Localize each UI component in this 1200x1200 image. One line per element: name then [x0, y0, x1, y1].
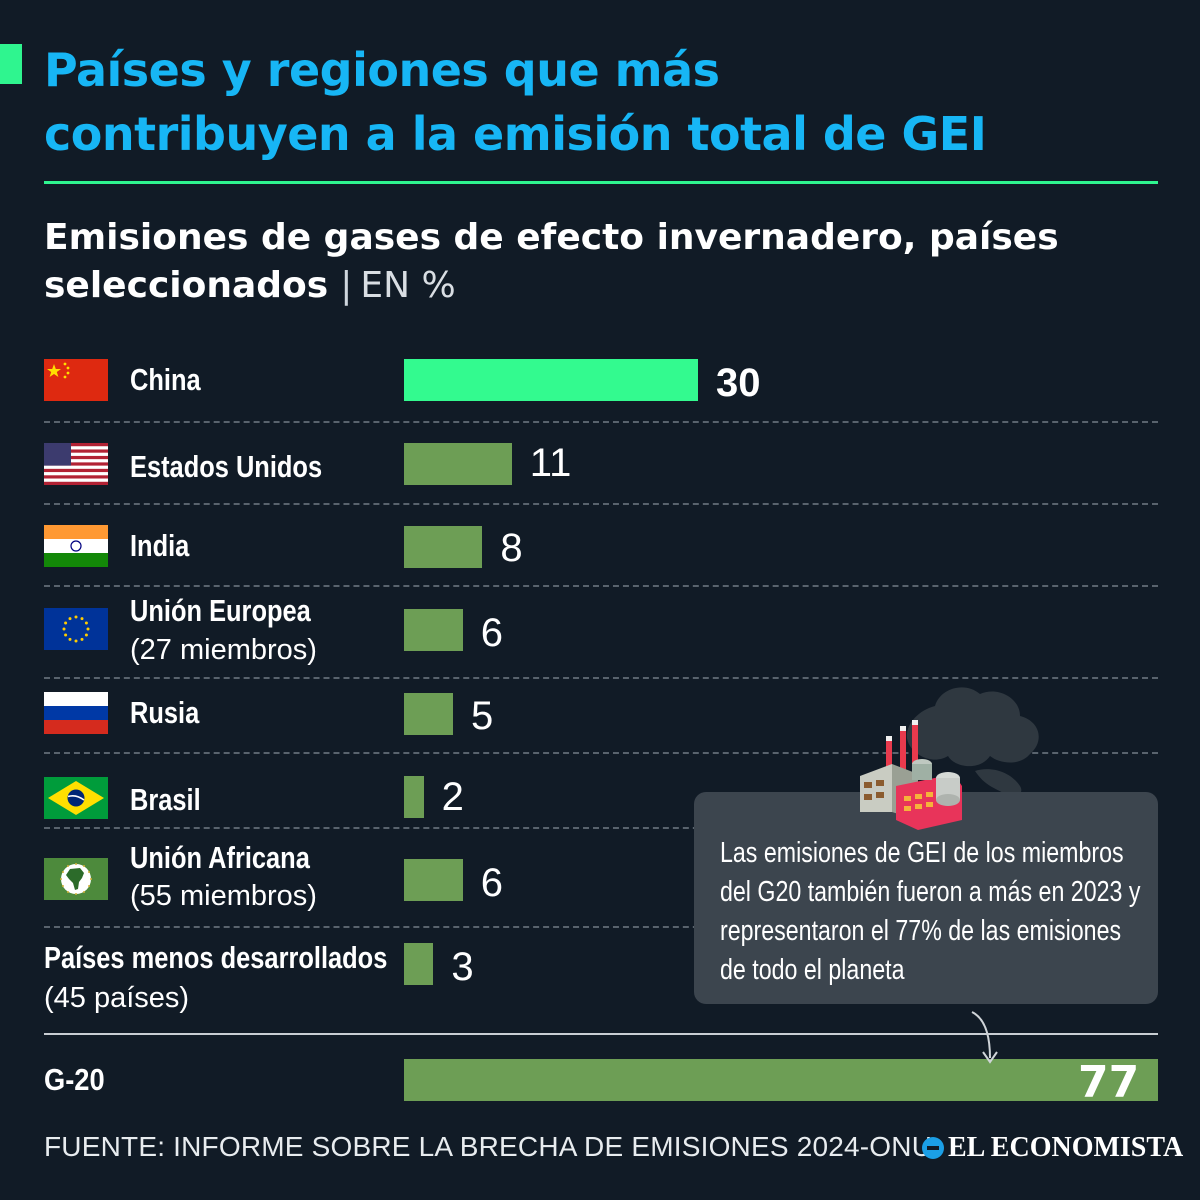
value-brasil: 2: [441, 775, 464, 819]
label-india: India: [130, 528, 190, 563]
smoke-illustration-icon: [906, 687, 1039, 797]
value-rusia: 5: [471, 694, 494, 738]
china-flag-icon: [44, 359, 108, 401]
source-note: FUENTE: INFORME SOBRE LA BRECHA DE EMISI…: [44, 1131, 933, 1162]
callout-text: Las emisiones de GEI de los miembros del…: [720, 837, 1141, 986]
label-union-europea-sub: (27 miembros): [130, 634, 317, 666]
value-paises-menos-desarrollados: 3: [451, 945, 474, 989]
label-union-africana-sub: (55 miembros): [130, 880, 317, 912]
brand-logo-icon: [922, 1137, 944, 1159]
row-divider: [44, 585, 1158, 587]
factory-icon: [860, 720, 962, 830]
bar-india: [404, 526, 483, 568]
value-estados-unidos: 11: [529, 441, 572, 485]
row-divider: [44, 752, 1158, 754]
russia-flag-icon: [44, 692, 108, 734]
bar-union-africana: [404, 859, 463, 901]
brand-logo: EL ECONOMISTA: [922, 1130, 1183, 1166]
arrow-down-icon: [971, 1011, 998, 1064]
bar-estados-unidos: [404, 443, 512, 485]
bar-g20: [404, 1059, 1158, 1101]
value-india: 8: [500, 526, 523, 570]
label-union-europea: Unión Europea: [130, 593, 311, 628]
row-divider: [44, 421, 1158, 423]
value-g20: 77: [1078, 1057, 1140, 1108]
label-paises-menos-desarrollados-sub: (45 países): [44, 982, 190, 1014]
bar-china: [404, 359, 698, 401]
bar-brasil: [404, 776, 424, 818]
row-divider: [44, 503, 1158, 505]
chart-subtitle: Emisiones de gases de efecto invernadero…: [44, 217, 1059, 306]
label-union-africana: Unión Africana: [130, 840, 310, 875]
india-flag-icon: [44, 525, 108, 567]
bar-paises-menos-desarrollados: [404, 943, 434, 985]
unit-label: EN %: [360, 265, 456, 306]
bar-union-europea: [404, 609, 463, 651]
label-brasil: Brasil: [130, 782, 201, 817]
title-divider: [44, 181, 1158, 184]
g20-divider: [44, 1033, 1158, 1035]
row-divider: [44, 677, 1158, 679]
row-divider: [44, 926, 1158, 928]
page-title: Países y regiones que más contribuyen a …: [44, 43, 987, 161]
title-accent-block: [0, 44, 22, 84]
subtitle-separator: |: [340, 265, 353, 306]
usa-flag-icon: [44, 443, 108, 485]
label-estados-unidos: Estados Unidos: [130, 449, 323, 484]
brazil-flag-icon: [44, 777, 108, 819]
value-china: 30: [716, 361, 761, 405]
label-g20: G-20: [44, 1062, 105, 1097]
label-paises-menos-desarrollados: Países menos desarrollados: [44, 940, 388, 975]
label-rusia: Rusia: [130, 695, 200, 730]
value-union-europea: 6: [480, 611, 504, 655]
row-divider: [44, 827, 1158, 829]
eu-flag-icon: [44, 608, 108, 650]
label-china: China: [130, 362, 201, 397]
bar-rusia: [404, 693, 453, 735]
value-union-africana: 6: [480, 861, 504, 905]
african-union-flag-icon: [44, 858, 108, 900]
